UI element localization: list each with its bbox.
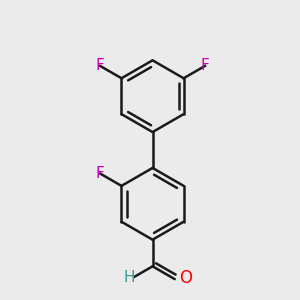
Text: F: F (96, 166, 105, 181)
Text: F: F (96, 58, 105, 74)
Text: F: F (201, 58, 209, 74)
Text: O: O (179, 269, 193, 287)
Text: H: H (124, 270, 135, 285)
